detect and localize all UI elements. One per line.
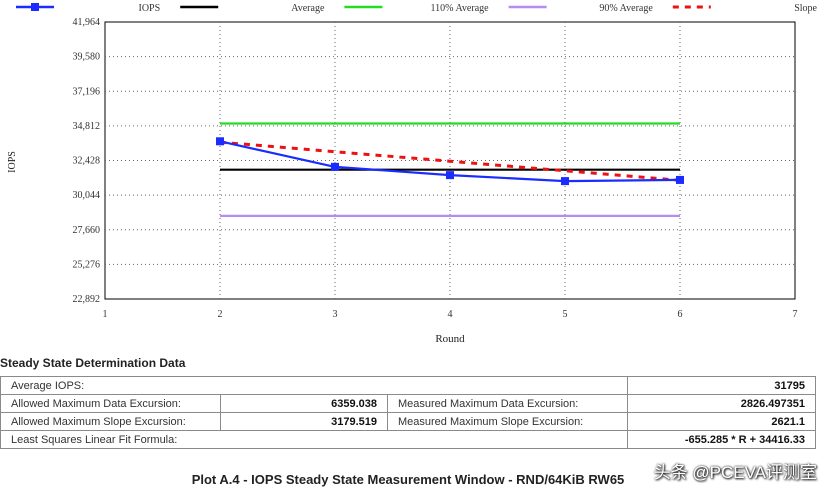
x-tick-label: 3: [333, 309, 338, 320]
linear-fit-formula-value: -655.285 * R + 34416.33: [627, 430, 816, 449]
legend-item-iops: IOPS: [16, 3, 160, 14]
measured-slope-excursion-label: Measured Maximum Slope Excursion:: [387, 412, 628, 431]
average-iops-label: Average IOPS:: [0, 376, 628, 395]
y-tick-label: 22,892: [73, 294, 101, 305]
x-tick-label: 7: [793, 309, 798, 320]
measured-data-excursion-label: Measured Maximum Data Excursion:: [387, 394, 628, 413]
data-point-iops: [216, 137, 224, 146]
y-tick-label: 30,044: [73, 190, 101, 201]
x-tick-label: 6: [678, 309, 683, 320]
x-tick-label: 4: [448, 309, 453, 320]
x-tick-label: 1: [103, 309, 108, 320]
table-row: Allowed Maximum Data Excursion: 6359.038…: [0, 394, 816, 413]
measured-slope-excursion-value: 2621.1: [627, 412, 816, 431]
x-tick-labels: 1 2 3 4 5 6 7: [103, 309, 798, 320]
table-row: Average IOPS: 31795: [0, 376, 816, 395]
y-tick-label: 32,428: [73, 156, 101, 167]
allowed-data-excursion-label: Allowed Maximum Data Excursion:: [0, 394, 221, 413]
allowed-slope-excursion-label: Allowed Maximum Slope Excursion:: [0, 412, 221, 431]
data-point-iops: [676, 175, 684, 184]
allowed-slope-excursion-value: 3179.519: [220, 412, 388, 431]
average-iops-value: 31795: [627, 376, 816, 395]
x-tick-label: 2: [218, 309, 223, 320]
legend-label: Average: [291, 3, 325, 14]
measured-data-excursion-value: 2826.497351: [627, 394, 816, 413]
legend-item-slope: Slope: [672, 3, 818, 14]
legend-item-110-average: 110% Average: [344, 3, 489, 14]
legend-label: 90% Average: [599, 3, 653, 14]
watermark: 头条 @PCEVA评测室: [653, 463, 817, 482]
table-row: Least Squares Linear Fit Formula: -655.2…: [0, 430, 816, 449]
series-line-slope: [219, 140, 681, 182]
data-point-iops: [561, 177, 569, 186]
y-tick-label: 39,580: [73, 52, 101, 63]
linear-fit-formula-label: Least Squares Linear Fit Formula:: [0, 430, 628, 449]
chart: IOPS Average 110% Average 90% Average Slope …: [7, 3, 818, 345]
y-tick-label: 25,276: [73, 259, 101, 270]
x-tick-label: 5: [563, 309, 568, 320]
data-point-iops: [331, 162, 339, 171]
legend-label: 110% Average: [431, 3, 490, 14]
legend-marker: [31, 3, 39, 11]
x-axis-label: Round: [435, 333, 465, 345]
legend-label: Slope: [794, 3, 817, 14]
steady-state-table: Average IOPS: 31795 Allowed Maximum Data…: [0, 376, 816, 449]
legend-item-average: Average: [180, 3, 325, 14]
allowed-data-excursion-value: 6359.038: [220, 394, 388, 413]
y-tick-label: 41,964: [73, 17, 101, 28]
y-tick-labels: 41,964 39,580 37,196 34,812 32,428 30,044 27,6…: [73, 17, 101, 305]
table-row: Allowed Maximum Slope Excursion: 3179.51…: [0, 412, 816, 431]
chart-series: [216, 122, 684, 217]
steady-state-title: Steady State Determination Data: [0, 356, 186, 370]
legend-item-90-average: 90% Average: [508, 3, 653, 14]
legend-label: IOPS: [139, 3, 161, 14]
data-point-iops: [446, 171, 454, 180]
plot-caption: Plot A.4 - IOPS Steady State Measurement…: [191, 472, 625, 487]
y-tick-label: 34,812: [73, 121, 101, 132]
y-tick-label: 37,196: [73, 86, 101, 97]
y-axis-label: IOPS: [7, 151, 18, 173]
chart-legend: IOPS Average 110% Average 90% Average Slope: [16, 3, 818, 14]
y-tick-label: 27,660: [73, 225, 101, 236]
